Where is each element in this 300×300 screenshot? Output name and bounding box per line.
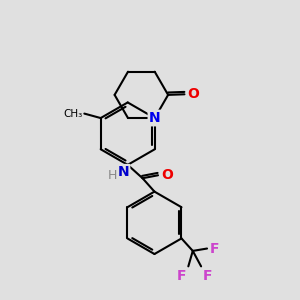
Text: H: H	[108, 169, 117, 182]
Text: CH₃: CH₃	[63, 109, 82, 118]
Text: F: F	[176, 269, 186, 283]
Text: O: O	[161, 168, 173, 182]
Text: F: F	[209, 242, 219, 256]
Text: F: F	[202, 269, 212, 283]
Text: O: O	[188, 87, 199, 101]
Text: N: N	[149, 111, 161, 125]
Text: N: N	[118, 164, 130, 178]
